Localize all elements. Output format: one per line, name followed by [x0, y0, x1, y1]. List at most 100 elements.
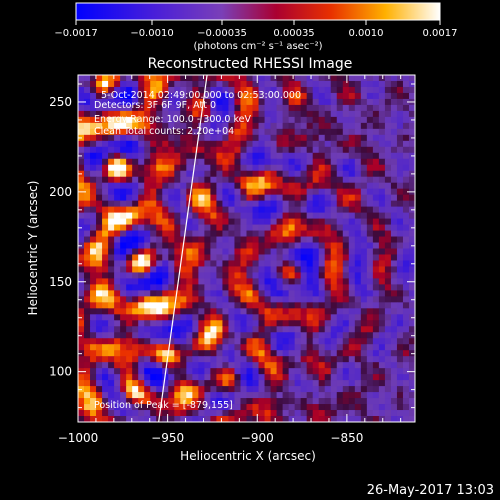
heatmap-cell: [186, 242, 193, 249]
heatmap-cell: [84, 302, 91, 309]
heatmap-cell: [282, 248, 290, 255]
heatmap-cell: [288, 278, 296, 285]
heatmap-cell: [186, 368, 193, 375]
heatmap-cell: [234, 266, 241, 273]
heatmap-cell: [126, 164, 133, 172]
heatmap-cell: [222, 362, 229, 369]
heatmap-cell: [138, 206, 145, 213]
heatmap-cell: [372, 356, 380, 363]
heatmap-cell: [192, 362, 199, 369]
heatmap-cell: [150, 176, 157, 184]
heatmap-cell: [366, 344, 374, 351]
heatmap-cell: [300, 212, 308, 219]
heatmap-cell: [396, 260, 404, 267]
heatmap-cell: [90, 116, 97, 124]
heatmap-cell: [186, 308, 193, 315]
heatmap-cell: [258, 134, 265, 142]
heatmap-cell: [366, 380, 374, 387]
heatmap-cell: [114, 212, 121, 219]
heatmap-cell: [366, 188, 374, 196]
heatmap-cell: [348, 170, 356, 178]
heatmap-cell: [258, 302, 265, 309]
heatmap-cell: [198, 206, 205, 213]
heatmap-cell: [90, 320, 97, 327]
heatmap-cell: [234, 92, 241, 100]
heatmap-cell: [120, 98, 127, 106]
heatmap-cell: [192, 182, 199, 190]
heatmap-cell: [342, 104, 350, 112]
heatmap-cell: [198, 134, 205, 142]
heatmap-cell: [270, 140, 277, 148]
heatmap-cell: [276, 296, 284, 303]
heatmap-cell: [210, 188, 217, 196]
heatmap-cell: [162, 140, 169, 148]
heatmap-cell: [294, 206, 302, 213]
heatmap-cell: [312, 194, 320, 202]
heatmap-cell: [276, 80, 284, 88]
heatmap-cell: [300, 314, 308, 321]
heatmap-cell: [186, 212, 193, 219]
heatmap-cell: [108, 374, 115, 381]
heatmap-cell: [192, 86, 199, 94]
heatmap-cell: [222, 134, 229, 142]
heatmap-cell: [300, 206, 308, 213]
heatmap-cell: [96, 350, 103, 357]
heatmap-cell: [180, 122, 187, 130]
heatmap-cell: [270, 380, 277, 387]
heatmap-cell: [90, 164, 97, 172]
heatmap-cell: [114, 302, 121, 309]
heatmap-cell: [336, 140, 344, 148]
heatmap-cell: [312, 110, 320, 118]
heatmap-cell: [324, 392, 332, 399]
heatmap-cell: [174, 260, 181, 267]
heatmap-cell: [318, 260, 326, 267]
heatmap-cell: [144, 242, 151, 249]
heatmap-cell: [294, 284, 302, 291]
heatmap-cell: [174, 212, 181, 219]
heatmap-cell: [156, 308, 163, 315]
heatmap-cell: [108, 344, 115, 351]
heatmap-cell: [276, 284, 284, 291]
heatmap-cell: [144, 302, 151, 309]
heatmap-cell: [126, 75, 133, 82]
heatmap-cell: [78, 92, 85, 100]
heatmap-cell: [294, 236, 302, 243]
heatmap-cell: [282, 236, 290, 243]
heatmap-cell: [258, 146, 265, 154]
heatmap-cell: [252, 368, 259, 375]
heatmap-cell: [156, 170, 163, 178]
heatmap-cell: [288, 380, 296, 387]
heatmap-cell: [156, 368, 163, 375]
heatmap-cell: [228, 248, 235, 255]
heatmap-cell: [372, 296, 380, 303]
heatmap-cell: [318, 290, 326, 297]
heatmap-cell: [354, 416, 362, 422]
heatmap-cell: [228, 302, 235, 309]
heatmap-cell: [192, 212, 199, 219]
heatmap-cell: [270, 230, 277, 237]
heatmap-cell: [270, 212, 277, 219]
heatmap-cell: [144, 152, 151, 160]
heatmap-cell: [78, 290, 85, 297]
heatmap-cell: [264, 98, 271, 106]
heatmap-cell: [180, 362, 187, 369]
heatmap-cell: [300, 350, 308, 357]
heatmap-cell: [258, 290, 265, 297]
heatmap-cell: [192, 260, 199, 267]
heatmap-cell: [78, 284, 85, 291]
heatmap-cell: [126, 188, 133, 196]
heatmap-cell: [192, 314, 199, 321]
heatmap-cell: [204, 80, 211, 88]
heatmap-cell: [306, 164, 314, 172]
heatmap-cell: [288, 386, 296, 393]
heatmap-cell: [138, 302, 145, 309]
heatmap-cell: [324, 104, 332, 112]
heatmap-cell: [174, 182, 181, 190]
heatmap-cell: [252, 296, 259, 303]
heatmap-cell: [336, 236, 344, 243]
heatmap-cell: [276, 212, 284, 219]
heatmap-cell: [228, 254, 235, 261]
heatmap-cell: [198, 302, 205, 309]
heatmap-cell: [300, 92, 308, 100]
heatmap-cell: [384, 350, 392, 357]
